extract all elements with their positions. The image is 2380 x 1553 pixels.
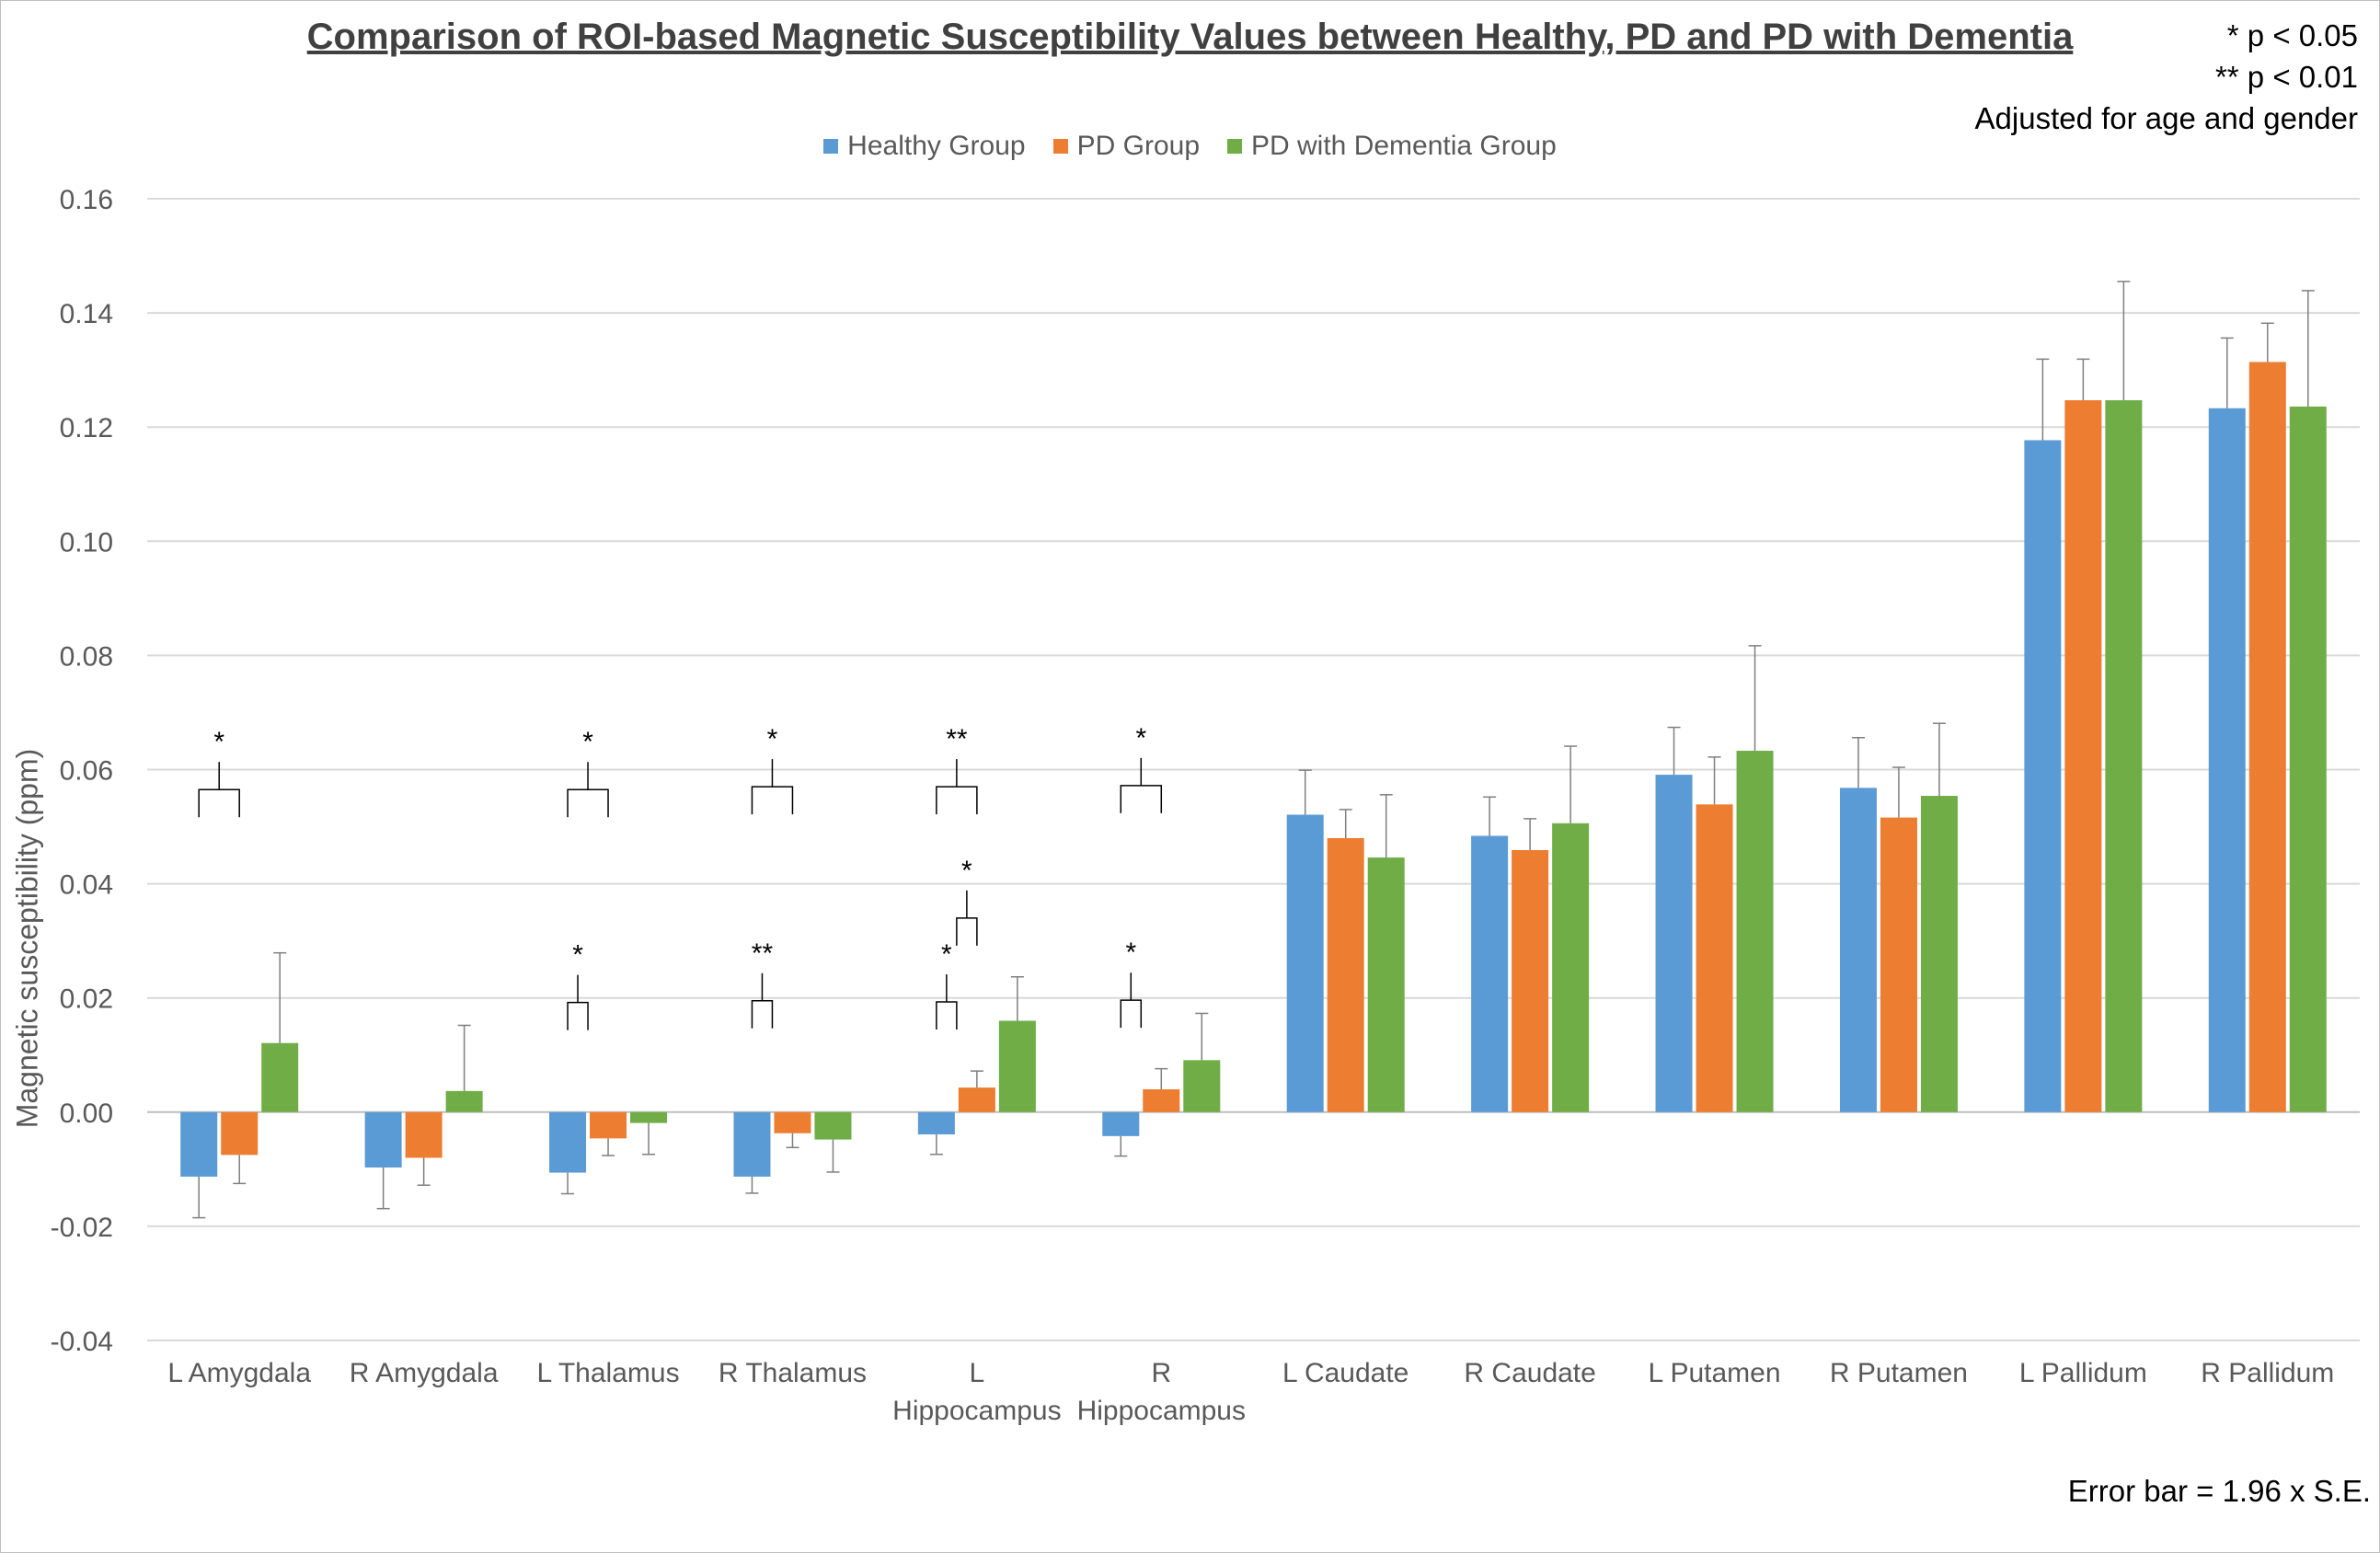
significance-label: * — [1135, 723, 1146, 753]
x-tick-label: R Amygdala — [350, 1358, 499, 1388]
y-tick-label: 0.10 — [60, 527, 113, 558]
bar — [1327, 837, 1364, 1112]
significance-bracket — [198, 788, 240, 818]
y-tick-label: 0.02 — [60, 984, 113, 1015]
bar — [1655, 775, 1693, 1112]
x-tick-label: L Pallidum — [2019, 1358, 2147, 1388]
x-tick-label: L Caudate — [1282, 1358, 1408, 1388]
legend-item-healthy: Healthy Group — [823, 131, 1026, 162]
chart-title: Comparison of ROI-based Magnetic Suscept… — [306, 17, 2074, 57]
bar — [1183, 1060, 1221, 1112]
significance-label: * — [572, 940, 583, 971]
legend-label-pd: PD Group — [1076, 131, 1200, 161]
significance-bracket — [567, 1001, 589, 1030]
error-bar-note: Error bar = 1.96 x S.E. — [2067, 1474, 2371, 1508]
bar — [917, 1111, 955, 1134]
bar — [1552, 823, 1590, 1112]
significance-label: * — [767, 724, 778, 754]
bar — [1471, 835, 1509, 1112]
bar — [1367, 857, 1405, 1112]
bar — [998, 1020, 1036, 1112]
legend-item-pdd: PD with Dementia Group — [1227, 131, 1557, 162]
bar — [1839, 788, 1877, 1112]
significance-label: * — [582, 727, 593, 757]
significance-bracket — [936, 786, 978, 815]
bar — [2248, 362, 2286, 1112]
x-tick-label: L Thalamus — [536, 1358, 679, 1388]
bar — [2208, 408, 2246, 1112]
x-tick-label: Hippocampus — [1077, 1396, 1246, 1426]
bar — [549, 1111, 587, 1173]
significance-label: ** — [752, 938, 774, 969]
significance-label: * — [941, 939, 952, 970]
significance-bracket — [751, 1000, 774, 1029]
bar — [733, 1111, 771, 1177]
significance-label: * — [961, 856, 972, 886]
y-tick-label: -0.02 — [51, 1213, 113, 1243]
bar — [1736, 751, 1774, 1112]
bar — [221, 1111, 259, 1156]
bar — [1920, 796, 1958, 1112]
y-tick-label: 0.14 — [60, 299, 113, 329]
chart-legend: Healthy Group PD Group PD with Dementia … — [0, 131, 2380, 162]
significance-label: * — [213, 727, 224, 757]
y-tick-label: 0.12 — [60, 413, 113, 443]
adjustment-note: Adjusted for age and gender — [1974, 101, 2358, 135]
y-tick-label: -0.04 — [51, 1327, 113, 1357]
bar — [180, 1111, 218, 1177]
significance-bracket — [956, 917, 978, 946]
legend-swatch-pd — [1052, 139, 1068, 154]
legend-item-pd: PD Group — [1052, 131, 1200, 162]
bar — [2024, 440, 2062, 1112]
y-tick-label: 0.16 — [60, 185, 113, 215]
x-tick-label: R Putamen — [1830, 1358, 1968, 1388]
bar — [2289, 406, 2327, 1112]
x-tick-label: R Pallidum — [2201, 1358, 2334, 1388]
significance-bracket — [567, 788, 609, 818]
bar — [1286, 814, 1324, 1112]
bar — [2105, 400, 2143, 1112]
legend-swatch-healthy — [823, 139, 839, 154]
y-tick-label: 0.06 — [60, 756, 113, 787]
significance-bracket — [936, 1001, 958, 1030]
x-tick-label: R — [1151, 1358, 1171, 1388]
bar — [2064, 400, 2102, 1112]
bar — [814, 1111, 852, 1140]
bar — [445, 1090, 483, 1112]
x-tick-label: Hippocampus — [892, 1396, 1061, 1426]
bar — [958, 1087, 995, 1112]
significance-label: ** — [946, 724, 968, 754]
bar — [1880, 817, 1917, 1112]
bar — [261, 1042, 299, 1112]
legend-label-pdd: PD with Dementia Group — [1251, 131, 1557, 161]
x-tick-label: L — [970, 1358, 985, 1388]
significance-note-p05: * p < 0.05 — [2226, 18, 2358, 52]
significance-bracket — [1120, 999, 1143, 1029]
y-tick-label: 0.08 — [60, 641, 113, 672]
significance-label: * — [1125, 938, 1136, 968]
bar — [1102, 1111, 1140, 1136]
legend-swatch-pdd — [1227, 139, 1242, 154]
x-tick-label: R Caudate — [1464, 1358, 1595, 1388]
bar — [405, 1111, 443, 1158]
significance-bracket — [751, 786, 794, 815]
bar — [774, 1111, 811, 1133]
significance-note-p01: ** p < 0.01 — [2214, 60, 2358, 94]
bar — [630, 1111, 668, 1123]
x-tick-label: L Putamen — [1649, 1358, 1781, 1388]
legend-label-healthy: Healthy Group — [847, 131, 1026, 161]
bar — [1696, 804, 1733, 1112]
significance-bracket — [1120, 785, 1163, 813]
x-tick-label: L Amygdala — [167, 1358, 311, 1388]
x-tick-label: R Thalamus — [719, 1358, 867, 1388]
bar — [1143, 1088, 1180, 1112]
y-tick-label: 0.00 — [60, 1099, 113, 1129]
bar — [364, 1111, 402, 1168]
bar — [590, 1111, 627, 1139]
y-tick-label: 0.04 — [60, 870, 113, 901]
bar — [1512, 849, 1549, 1112]
